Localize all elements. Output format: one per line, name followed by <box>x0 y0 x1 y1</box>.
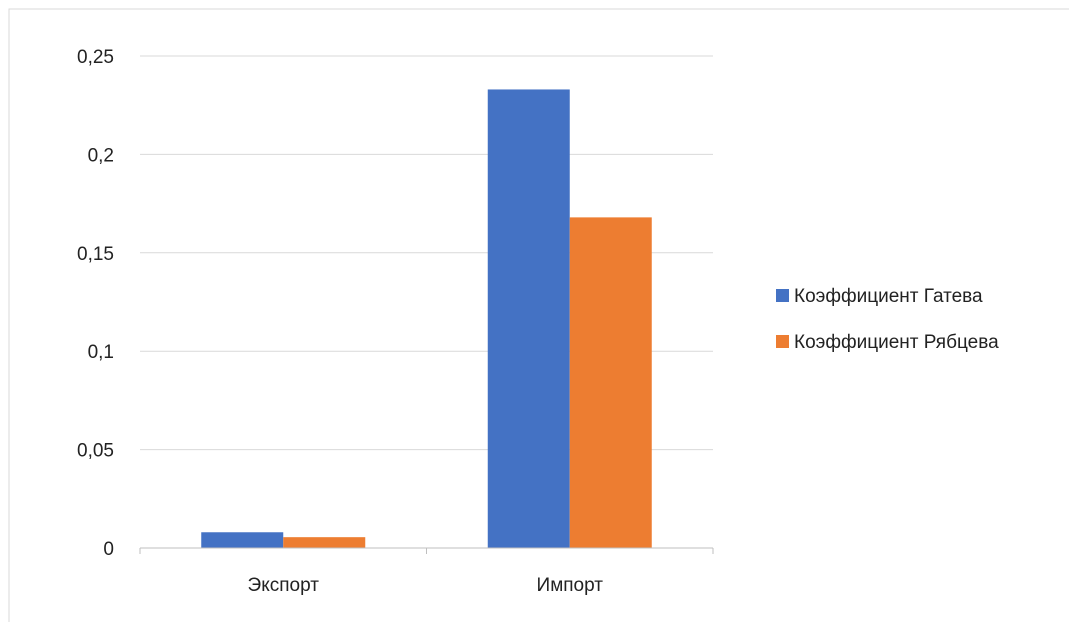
bar-ryabtsev-export <box>283 537 366 548</box>
y-axis-ticks: 0 0,05 0,1 0,15 0,2 0,25 <box>77 47 114 560</box>
y-tick-label: 0,1 <box>88 342 114 363</box>
legend-swatch <box>776 335 789 348</box>
bar-gatev-export <box>201 532 284 548</box>
legend-swatch <box>776 289 789 302</box>
y-tick-label: 0 <box>103 539 114 560</box>
legend-label: Коэффициент Рябцева <box>794 332 999 353</box>
y-tick-label: 0,2 <box>88 145 114 166</box>
bar-ryabtsev-import <box>569 217 652 548</box>
x-axis: Экспорт Импорт <box>139 547 714 596</box>
y-tick-label: 0,25 <box>77 47 114 68</box>
bars <box>201 89 652 549</box>
legend: Коэффициент Гатева Коэффициент Рябцева <box>776 286 999 353</box>
legend-label: Коэффициент Гатева <box>794 286 983 307</box>
x-tick-label: Импорт <box>537 575 604 596</box>
bar-gatev-import <box>487 89 570 549</box>
x-tick-label: Экспорт <box>248 575 320 596</box>
y-tick-label: 0,05 <box>77 441 114 462</box>
y-tick-label: 0,15 <box>77 244 114 265</box>
